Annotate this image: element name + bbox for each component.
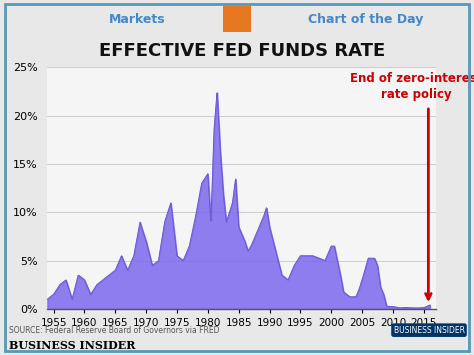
Text: End of zero-interest
rate policy: End of zero-interest rate policy [350, 72, 474, 101]
Text: BUSINESS INSIDER: BUSINESS INSIDER [393, 326, 465, 335]
Text: Markets: Markets [109, 13, 166, 26]
Text: Chart of the Day: Chart of the Day [308, 13, 423, 26]
Title: EFFECTIVE FED FUNDS RATE: EFFECTIVE FED FUNDS RATE [99, 42, 385, 60]
Text: SOURCE: Federal Reserve Board of Governors via FRED: SOURCE: Federal Reserve Board of Governo… [9, 326, 220, 335]
Bar [223, 6, 251, 32]
Text: BUSINESS INSIDER: BUSINESS INSIDER [9, 340, 136, 351]
